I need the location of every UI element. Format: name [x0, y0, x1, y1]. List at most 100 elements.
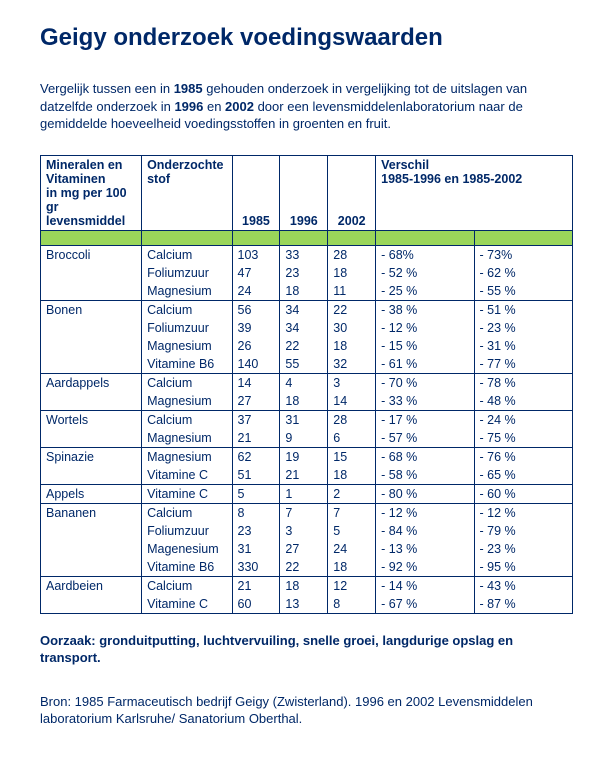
cell-1996: 34 — [280, 319, 328, 337]
cell-1985: 47 — [232, 264, 280, 282]
cell-1996: 18 — [280, 392, 328, 411]
table-separator-row — [41, 230, 573, 245]
cell-diff-2002: - 95 % — [474, 558, 572, 577]
cell-substance: Calcium — [142, 373, 232, 392]
table-body: BroccoliCalcium1033328- 68%- 73%Foliumzu… — [41, 245, 573, 613]
cell-substance: Calcium — [142, 410, 232, 429]
cell-1985: 103 — [232, 245, 280, 264]
cell-diff-1996: - 38 % — [376, 300, 474, 319]
cell-diff-2002: - 51 % — [474, 300, 572, 319]
col-header-text: levensmiddel — [46, 214, 125, 228]
cell-diff-1996: - 15 % — [376, 337, 474, 355]
cell-diff-1996: - 92 % — [376, 558, 474, 577]
cell-1985: 37 — [232, 410, 280, 429]
cell-food: Appels — [41, 484, 142, 503]
cell-1985: 5 — [232, 484, 280, 503]
cell-1985: 8 — [232, 503, 280, 522]
cell-1985: 14 — [232, 373, 280, 392]
cell-food: Spinazie — [41, 447, 142, 466]
cell-diff-2002: - 23 % — [474, 540, 572, 558]
cell-substance: Magnesium — [142, 282, 232, 301]
table-row: Vitamine C512118- 58 %- 65 % — [41, 466, 573, 485]
col-header-2002: 2002 — [328, 155, 376, 230]
cell-1996: 4 — [280, 373, 328, 392]
cell-1996: 3 — [280, 522, 328, 540]
table-row: Magnesium271814- 33 %- 48 % — [41, 392, 573, 411]
cell-1996: 27 — [280, 540, 328, 558]
cell-diff-1996: - 68% — [376, 245, 474, 264]
cell-diff-1996: - 80 % — [376, 484, 474, 503]
cell-1985: 24 — [232, 282, 280, 301]
cell-1985: 27 — [232, 392, 280, 411]
table-row: Foliumzuur2335- 84 %- 79 % — [41, 522, 573, 540]
cell-diff-2002: - 73% — [474, 245, 572, 264]
cell-1985: 23 — [232, 522, 280, 540]
cell-1985: 330 — [232, 558, 280, 577]
col-header-text: stof — [147, 172, 170, 186]
cell-1996: 22 — [280, 337, 328, 355]
table-row: Vitamine C60138- 67 %- 87 % — [41, 595, 573, 614]
cell-diff-1996: - 58 % — [376, 466, 474, 485]
cell-food — [41, 558, 142, 577]
cell-2002: 3 — [328, 373, 376, 392]
cell-diff-1996: - 70 % — [376, 373, 474, 392]
cell-1996: 21 — [280, 466, 328, 485]
intro-year-1985: 1985 — [174, 81, 203, 96]
cell-diff-1996: - 33 % — [376, 392, 474, 411]
cell-1996: 7 — [280, 503, 328, 522]
cell-2002: 30 — [328, 319, 376, 337]
cell-diff-2002: - 79 % — [474, 522, 572, 540]
cell-food — [41, 429, 142, 448]
cell-substance: Vitamine C — [142, 595, 232, 614]
cell-substance: Magnesium — [142, 429, 232, 448]
cell-1996: 31 — [280, 410, 328, 429]
cell-food: Bonen — [41, 300, 142, 319]
col-header-substance: Onderzochte stof — [142, 155, 232, 230]
cell-2002: 8 — [328, 595, 376, 614]
intro-paragraph: Vergelijk tussen een in 1985 gehouden on… — [40, 80, 573, 133]
intro-year-2002: 2002 — [225, 99, 254, 114]
cell-2002: 28 — [328, 245, 376, 264]
cell-substance: Foliumzuur — [142, 522, 232, 540]
cell-1985: 51 — [232, 466, 280, 485]
col-header-1996: 1996 — [280, 155, 328, 230]
cell-diff-2002: - 76 % — [474, 447, 572, 466]
table-row: AardbeienCalcium211812- 14 %- 43 % — [41, 576, 573, 595]
cell-diff-2002: - 12 % — [474, 503, 572, 522]
cell-1996: 19 — [280, 447, 328, 466]
cell-1985: 39 — [232, 319, 280, 337]
cell-food — [41, 466, 142, 485]
cell-1996: 34 — [280, 300, 328, 319]
cell-1996: 18 — [280, 576, 328, 595]
cell-food — [41, 264, 142, 282]
cell-1996: 55 — [280, 355, 328, 374]
col-header-text: Onderzochte — [147, 158, 223, 172]
cell-diff-1996: - 17 % — [376, 410, 474, 429]
cell-1985: 21 — [232, 429, 280, 448]
cell-2002: 32 — [328, 355, 376, 374]
page: Geigy onderzoek voedingswaarden Vergelij… — [0, 0, 605, 771]
col-header-text: Mineralen en Vitaminen — [46, 158, 122, 186]
cell-1985: 56 — [232, 300, 280, 319]
table-row: SpinazieMagnesium621915- 68 %- 76 % — [41, 447, 573, 466]
cell-diff-1996: - 52 % — [376, 264, 474, 282]
cell-1996: 13 — [280, 595, 328, 614]
cause-text: Oorzaak: gronduitputting, luchtvervuilin… — [40, 632, 573, 667]
cell-diff-2002: - 55 % — [474, 282, 572, 301]
cell-1985: 21 — [232, 576, 280, 595]
cell-2002: 11 — [328, 282, 376, 301]
cell-food: Bananen — [41, 503, 142, 522]
cell-1996: 18 — [280, 282, 328, 301]
cell-1996: 22 — [280, 558, 328, 577]
col-header-1985: 1985 — [232, 155, 280, 230]
cell-substance: Foliumzuur — [142, 319, 232, 337]
cell-1985: 140 — [232, 355, 280, 374]
cell-food — [41, 355, 142, 374]
cell-1985: 62 — [232, 447, 280, 466]
col-header-text: Verschil — [381, 158, 429, 172]
cell-food — [41, 392, 142, 411]
cell-2002: 12 — [328, 576, 376, 595]
cell-2002: 22 — [328, 300, 376, 319]
cell-substance: Vitamine C — [142, 484, 232, 503]
cell-food: Wortels — [41, 410, 142, 429]
